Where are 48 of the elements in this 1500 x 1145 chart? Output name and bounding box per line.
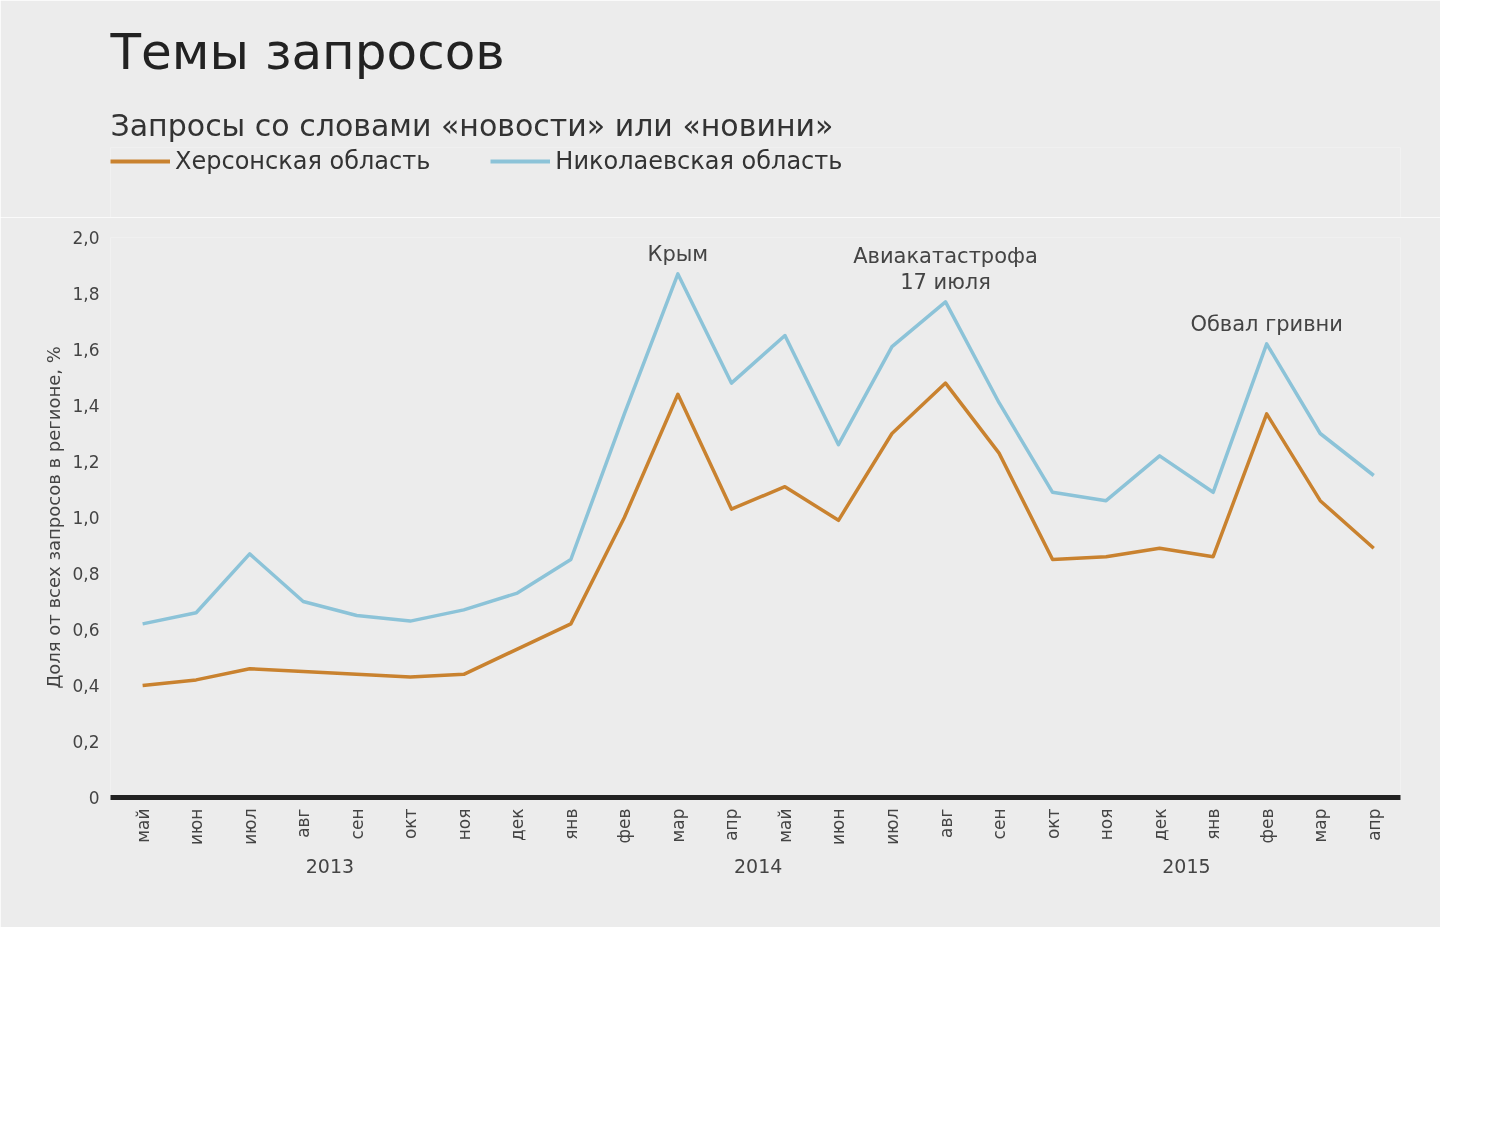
x-tick-label: апр [1363, 808, 1384, 841]
y-tick-label: 1,2 [72, 452, 100, 472]
x-tick-label: ноя [453, 808, 474, 841]
x-tick-label: фев [614, 808, 635, 844]
y-tick-label: 1,6 [72, 340, 100, 360]
x-tick-label: дек [507, 808, 528, 841]
legend-label: Херсонская область [175, 147, 431, 175]
x-tick-label: ноя [1096, 808, 1117, 841]
y-axis-title: Доля от всех запросов в регионе, % [43, 346, 65, 689]
y-tick-label: 0,8 [72, 564, 100, 584]
x-tick-label: июн [828, 808, 849, 845]
annotation: Крым [647, 241, 709, 266]
x-tick-label: окт [1042, 808, 1063, 840]
text: 2015 [1162, 854, 1211, 877]
line-series [140, 381, 1376, 688]
text: 2013 [305, 854, 355, 877]
x-tick-label: авг [293, 808, 314, 838]
y-tick-label: 0,2 [72, 732, 100, 752]
x-tick-label: сен [346, 808, 367, 840]
y-tick-label: 0,6 [72, 620, 100, 640]
x-tick-label: июн [186, 808, 207, 845]
y-tick-label: 0 [88, 788, 100, 808]
y-tick-label: 1,0 [72, 508, 100, 528]
annotation: Обвал гривни [1190, 311, 1343, 336]
y-tick-label: 0,4 [72, 676, 100, 696]
x-tick-label: дек [1149, 808, 1170, 841]
x-tick-label: янв [1203, 808, 1224, 840]
x-tick-label: фев [1256, 808, 1277, 844]
x-tick-label: янв [560, 808, 581, 840]
y-tick-label: 1,8 [72, 284, 100, 304]
chart-subtitle: Запросы со словами «новости» или «новини» [110, 107, 834, 143]
x-tick-label: окт [400, 808, 421, 840]
x-tick-label: июл [881, 808, 902, 845]
y-tick-label: 2,0 [72, 228, 100, 248]
x-tick-label: июл [239, 808, 260, 845]
x-tick-label: май [132, 808, 153, 843]
x-tick-label: май [774, 808, 795, 843]
line-series [140, 272, 1376, 626]
x-tick-label: мар [1310, 808, 1331, 843]
y-tick-label: 1,4 [72, 396, 100, 416]
chart-title: Темы запросов [109, 22, 505, 81]
x-tick-label: авг [935, 808, 956, 838]
x-tick-label: апр [721, 808, 742, 841]
x-tick-label: сен [989, 808, 1010, 840]
x-tick-label: мар [667, 808, 688, 843]
text: 2014 [734, 854, 783, 877]
annotation: Авиакатастрофа 17 июля [853, 243, 1038, 294]
legend-label: Николаевская область [555, 147, 843, 175]
